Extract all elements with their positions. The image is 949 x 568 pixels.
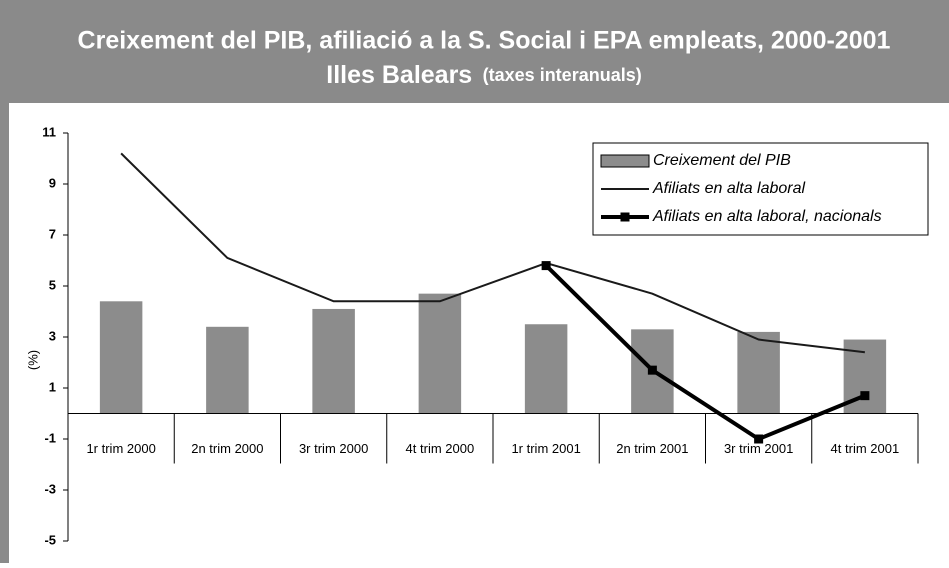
x-tick-label: 3r trim 2001 (724, 441, 793, 456)
marker (541, 261, 551, 271)
y-tick-label: 3 (49, 328, 56, 343)
bar (737, 331, 780, 414)
bar (524, 324, 568, 414)
y-tick-label: 7 (49, 226, 56, 241)
bar (99, 301, 143, 414)
legend-swatch (600, 154, 650, 168)
chart-title: Creixement del PIB, afiliació a la S. So… (78, 27, 891, 55)
x-tick-label: 4t trim 2000 (406, 441, 475, 456)
x-tick-label: 1r trim 2001 (511, 441, 580, 456)
y-tick-label: 9 (49, 175, 56, 190)
bar (312, 308, 355, 414)
x-tick-label: 4t trim 2001 (831, 441, 900, 456)
bar (206, 326, 249, 414)
line (120, 152, 865, 354)
y-tick-label: -1 (44, 430, 56, 445)
chart-title-2: Illes Balears (taxes interanuals) (326, 61, 641, 89)
y-axis-label: (%) (25, 350, 40, 370)
title-band (0, 0, 949, 103)
y-tick-label: -3 (44, 481, 56, 496)
marker (860, 391, 870, 401)
x-tick-label: 2n trim 2000 (191, 441, 263, 456)
marker (754, 434, 764, 444)
marker (647, 365, 657, 375)
x-tick-label: 2n trim 2001 (616, 441, 688, 456)
x-tick-label: 3r trim 2000 (299, 441, 368, 456)
y-tick-label: -5 (44, 532, 56, 547)
y-tick-label: 11 (42, 124, 56, 139)
x-tick-label: 1r trim 2000 (86, 441, 155, 456)
subtitle: (taxes interanuals) (483, 65, 642, 85)
bar (418, 293, 462, 414)
legend-label: Creixement del PIB (653, 152, 791, 169)
legend-label: Afiliats en alta laboral, nacionals (652, 208, 882, 225)
legend-marker (620, 212, 630, 222)
line (544, 264, 866, 442)
legend-label: Afiliats en alta laboral (652, 180, 806, 197)
y-tick-label: 1 (49, 379, 56, 394)
y-tick-label: 5 (49, 277, 56, 292)
title-line: Illes Balears (326, 61, 472, 89)
left-border (0, 103, 9, 563)
